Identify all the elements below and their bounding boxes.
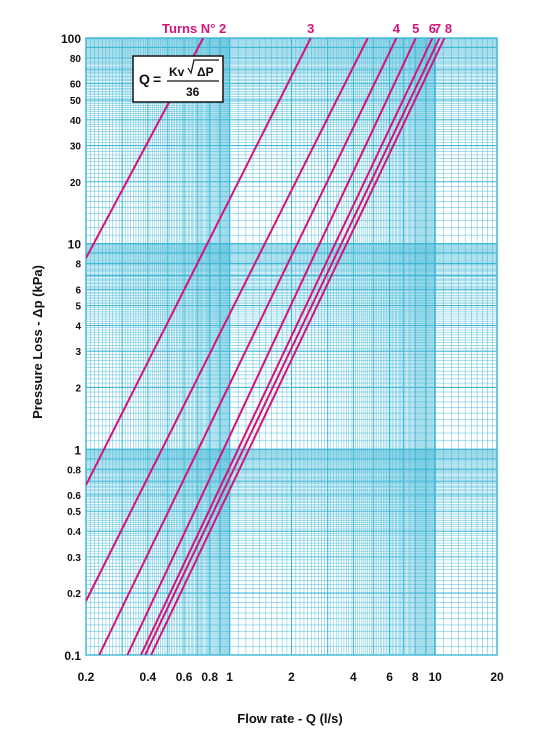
chart-curves bbox=[86, 38, 446, 655]
y-tick-label: 8 bbox=[75, 260, 81, 271]
y-tick-label: 80 bbox=[70, 54, 82, 65]
x-axis-title: Flow rate - Q (l/s) bbox=[237, 711, 342, 726]
formula-denominator: 36 bbox=[186, 85, 200, 99]
x-tick-label: 20 bbox=[490, 670, 504, 684]
x-tick-label: 0.8 bbox=[201, 670, 218, 684]
x-tick-label: 0.2 bbox=[78, 670, 95, 684]
turn-label: 8 bbox=[445, 21, 452, 36]
chart-grid bbox=[85, 37, 498, 656]
x-tick-label: 2 bbox=[288, 670, 295, 684]
formula-frame bbox=[132, 55, 224, 103]
turn-label: 7 bbox=[434, 21, 441, 36]
turn-curve-2 bbox=[86, 38, 312, 486]
y-tick-label: 20 bbox=[70, 178, 82, 189]
x-tick-label: 6 bbox=[386, 670, 393, 684]
turn-curve-5 bbox=[126, 38, 417, 655]
formula-kv: Kv bbox=[169, 65, 185, 79]
turn-label: 6 bbox=[429, 21, 436, 36]
x-tick-label: 10 bbox=[428, 670, 442, 684]
x-tick-label: 1 bbox=[226, 670, 233, 684]
x-tick-label: 4 bbox=[350, 670, 357, 684]
sqrt-sign-icon bbox=[187, 59, 219, 75]
y-tick-labels: 100 80 60 50 40 30 20 10 8 6 5 4 3 2 1 0.8 0.6 0.5 0.4 0.3 0… bbox=[61, 32, 81, 663]
formula-box: Q = Kv ΔP 36 bbox=[132, 55, 224, 103]
turn-label: 4 bbox=[393, 21, 401, 36]
y-tick-label: 0.6 bbox=[67, 491, 81, 502]
y-tick-label: 5 bbox=[75, 302, 81, 313]
formula-equals: = bbox=[153, 71, 161, 87]
y-axis-title: Pressure Loss - Δp (kPa) bbox=[30, 265, 45, 419]
turn-curve-3 bbox=[86, 38, 369, 602]
turn-label: 3 bbox=[307, 21, 314, 36]
y-tick-label: 100 bbox=[61, 32, 81, 46]
formula-radicand: ΔP bbox=[197, 65, 214, 79]
turn-label: 5 bbox=[412, 21, 419, 36]
x-tick-label: 0.4 bbox=[140, 670, 157, 684]
y-tick-label: 4 bbox=[75, 322, 81, 333]
turn-curve-7 bbox=[144, 38, 441, 655]
turn-labels: Turns N° 2 3 4 5 67 8 bbox=[162, 21, 452, 36]
y-tick-label: 0.1 bbox=[64, 649, 81, 663]
y-tick-label: 1 bbox=[74, 443, 81, 457]
y-tick-label: 10 bbox=[68, 238, 82, 252]
x-tick-label: 8 bbox=[412, 670, 419, 684]
y-tick-label: 6 bbox=[75, 285, 81, 296]
y-tick-label: 2 bbox=[75, 383, 81, 394]
y-tick-label: 0.5 bbox=[67, 507, 81, 518]
y-tick-label: 60 bbox=[70, 80, 82, 91]
y-tick-label: 0.2 bbox=[67, 589, 81, 600]
x-tick-labels: 0.2 0.4 0.6 0.8 1 2 4 6 8 10 20 bbox=[78, 670, 504, 684]
turn-curve-8 bbox=[150, 38, 446, 655]
turn-curve-6 bbox=[139, 38, 434, 655]
y-tick-label: 0.3 bbox=[67, 553, 81, 564]
y-tick-label: 40 bbox=[70, 116, 82, 127]
turn-curve-4 bbox=[98, 38, 398, 655]
y-tick-label: 0.8 bbox=[67, 465, 81, 476]
plot-frame bbox=[85, 37, 498, 656]
y-tick-label: 3 bbox=[75, 347, 81, 358]
formula-lhs: Q bbox=[139, 71, 150, 87]
x-tick-label: 0.6 bbox=[176, 670, 193, 684]
y-tick-label: 30 bbox=[70, 142, 82, 153]
turn-label: Turns N° 2 bbox=[162, 21, 226, 36]
y-tick-label: 50 bbox=[70, 96, 82, 107]
y-tick-label: 0.4 bbox=[67, 527, 81, 538]
